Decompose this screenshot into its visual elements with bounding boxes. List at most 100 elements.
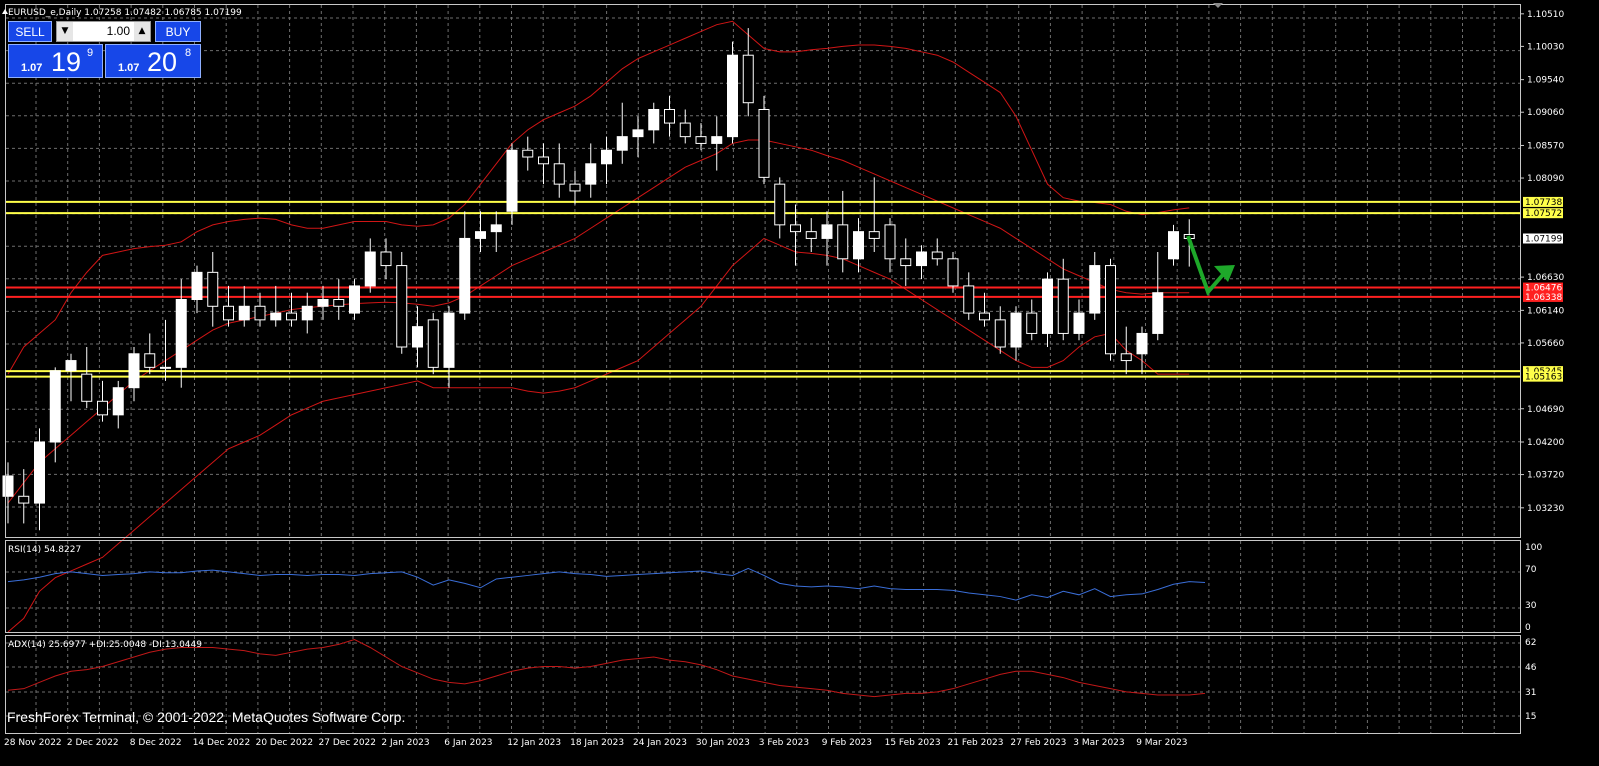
candle-body [1026,312,1038,334]
level-price-tag [1523,366,1563,377]
candle [648,102,660,144]
candle [758,95,770,185]
bollinger-upper-line [7,20,1190,375]
price-tick-label: 1.10510 [1527,10,1564,20]
candle [727,41,738,144]
time-label: 9 Mar 2023 [1136,738,1187,748]
rsi-line [7,567,1206,601]
time-label: 3 Mar 2023 [1073,738,1124,748]
candle-body [853,231,864,260]
level-price-label: 1.05163 [1525,373,1562,383]
candle [1026,299,1038,341]
candle-body [128,353,140,389]
candle-body [506,149,518,212]
candle [742,28,754,117]
candle [49,367,61,463]
green-arrow-annotation [1186,235,1235,296]
candle-body [191,271,203,301]
sell-price-prefix: 1.07 [21,62,43,74]
candle-body [18,495,30,504]
candle-body [790,224,801,233]
lot-value[interactable]: 1.00 [106,24,130,38]
chart-shift-marker-icon[interactable] [1213,3,1223,8]
price-tick-label: 1.04690 [1527,405,1564,415]
candle-body [238,305,250,321]
candle [18,469,30,524]
level-price-label: 1.06476 [1525,284,1562,294]
candle-body [931,251,943,260]
candle-body [412,326,423,348]
candle-body [758,109,770,178]
lot-increase-icon[interactable]: ▲ [134,22,150,41]
panel-frames [5,4,1521,734]
candle-body [223,305,234,321]
sell-price-sup: 9 [87,47,94,59]
candle [1136,326,1148,375]
candle-body [49,370,61,443]
rsi-tick: 70 [1525,565,1537,575]
time-label: 2 Jan 2023 [381,738,429,748]
chart-title: EURUSD_e,Daily 1.07258 1.07482 1.06785 1… [8,8,242,18]
price-tick-label: 1.06630 [1527,273,1564,283]
candle-body [1089,265,1101,314]
collapse-triangle-icon[interactable] [2,9,8,14]
candle-body [1105,265,1116,355]
lot-size-input[interactable]: ▼ 1.00 ▲ [56,21,151,42]
candle-body [884,224,896,260]
candle [506,143,518,225]
candle [963,272,975,320]
candle [490,211,502,252]
candle [65,353,77,402]
candle-body [538,156,549,165]
candle [34,428,45,531]
candle [380,238,392,280]
candle [475,211,486,252]
candle [1120,326,1132,375]
time-label: 20 Dec 2022 [256,738,314,748]
candle [711,116,723,171]
candle-body [459,237,471,314]
buy-button[interactable]: BUY [155,21,201,42]
current-price-label: 1.07199 [1525,234,1562,244]
candle [1010,306,1022,361]
candle-body [522,149,534,158]
sell-price[interactable]: 1.07 19 9 [8,44,103,78]
candle-body [286,312,297,321]
one-click-trading-panel: SELL ▼ 1.00 ▲ BUY 1.07 19 9 1.07 20 8 [8,21,201,78]
candle-body [333,299,345,307]
candle-body [648,109,660,131]
lot-decrease-icon[interactable]: ▼ [57,22,73,41]
buy-price-sup: 8 [185,47,192,59]
candle [317,285,329,320]
candle-body [380,251,392,267]
candle-body [254,305,266,321]
buy-price[interactable]: 1.07 20 8 [105,44,201,78]
candle-body [112,387,124,416]
time-label: 21 Feb 2023 [948,738,1004,748]
candle-body [963,285,975,314]
time-label: 30 Jan 2023 [696,738,750,748]
time-label: 27 Feb 2023 [1010,738,1066,748]
candle [1042,272,1053,347]
level-price-tag [1523,282,1563,293]
candle-body [1057,278,1069,334]
candle [805,218,817,252]
sell-button[interactable]: SELL [8,21,52,42]
candle [569,170,581,205]
candle-body [1168,231,1179,260]
candle [1168,224,1179,266]
level-price-label: 1.07572 [1525,209,1562,219]
candle-body [664,109,675,124]
candle-body [396,265,408,348]
candle [128,347,140,402]
level-price-tag [1523,208,1563,219]
candle-body [364,251,376,287]
buy-price-big: 20 [147,47,178,77]
time-label: 18 Jan 2023 [570,738,624,748]
candle [286,292,297,327]
candle-body [1152,292,1164,334]
candle [1073,299,1085,341]
candle [1057,258,1069,341]
candle [821,211,833,266]
